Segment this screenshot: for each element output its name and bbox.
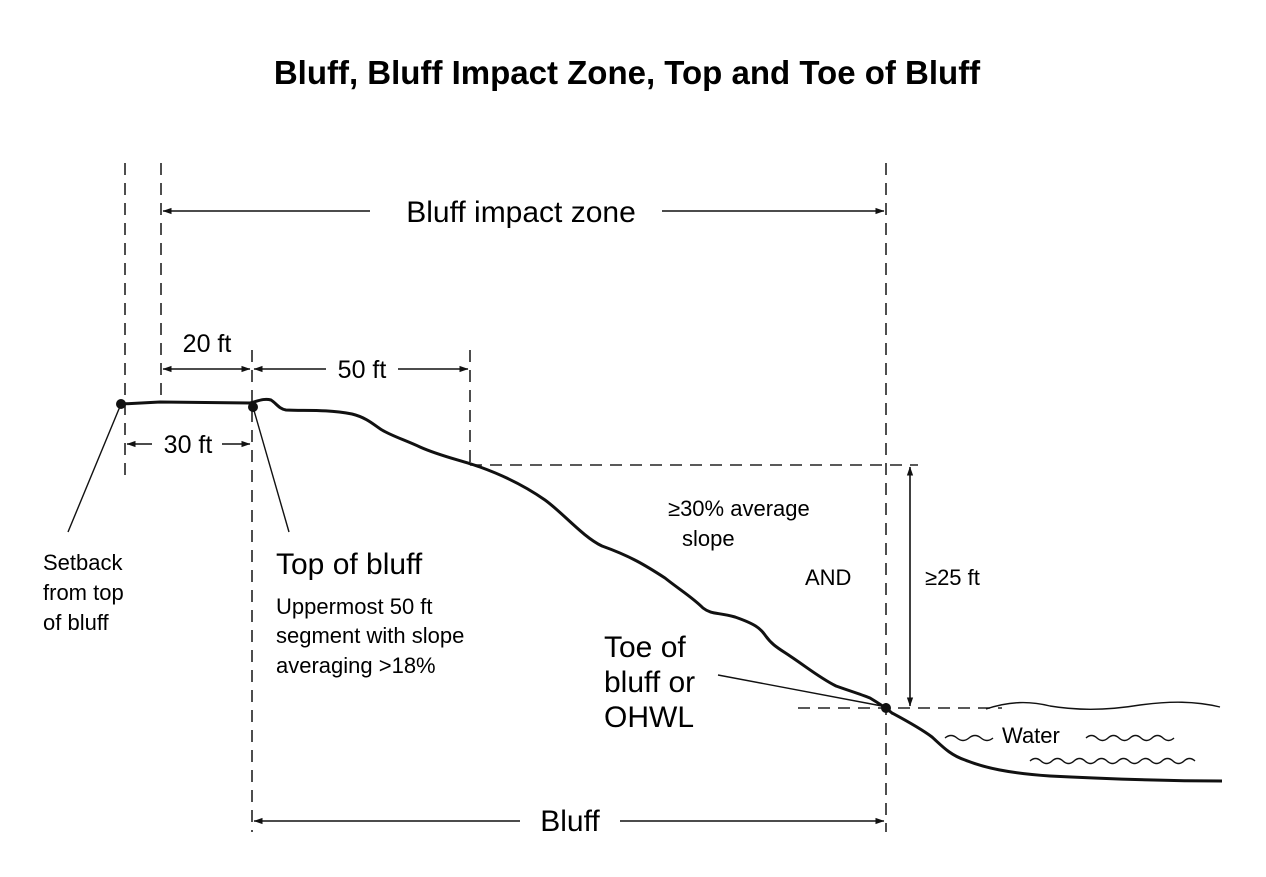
toe-of-bluff-label-line3: OHWL	[604, 701, 694, 734]
water-wave-right	[1085, 734, 1175, 742]
ground-profile	[120, 397, 1223, 783]
diagram-title: Bluff, Bluff Impact Zone, Top and Toe of…	[274, 54, 981, 91]
water-surface	[985, 701, 1221, 710]
and-label: AND	[805, 565, 851, 590]
setback-leader	[67, 403, 122, 533]
top-of-bluff-desc-line3: averaging >18%	[276, 653, 436, 678]
toe-of-bluff-leader	[717, 674, 883, 707]
toe-of-bluff-point	[881, 703, 891, 713]
toe-of-bluff-label-line1: Toe of	[604, 631, 686, 664]
water-label: Water	[1002, 723, 1060, 748]
top-of-bluff-label: Top of bluff	[276, 548, 423, 581]
bluff-impact-zone-label: Bluff impact zone	[406, 196, 636, 229]
fifty-ft-label: 50 ft	[338, 356, 387, 384]
slope-label-line1: ≥30% average	[668, 496, 810, 521]
setback-label-line2: from top	[43, 580, 124, 605]
toe-of-bluff-label-line2: bluff or	[604, 666, 695, 699]
top-of-bluff-leader	[252, 406, 290, 533]
setback-label-line3: of bluff	[43, 610, 110, 635]
setback-label-line1: Setback	[43, 550, 123, 575]
twenty-ft-label: 20 ft	[183, 330, 232, 358]
water-wave-bottom	[1029, 757, 1196, 765]
thirty-ft-label: 30 ft	[164, 431, 213, 459]
water-wave-left	[944, 734, 994, 742]
top-of-bluff-desc-line2: segment with slope	[276, 623, 464, 648]
bluff-label: Bluff	[540, 805, 600, 838]
top-of-bluff-desc-line1: Uppermost 50 ft	[276, 594, 433, 619]
height-label: ≥25 ft	[925, 565, 980, 590]
slope-label-line2: slope	[682, 526, 735, 551]
